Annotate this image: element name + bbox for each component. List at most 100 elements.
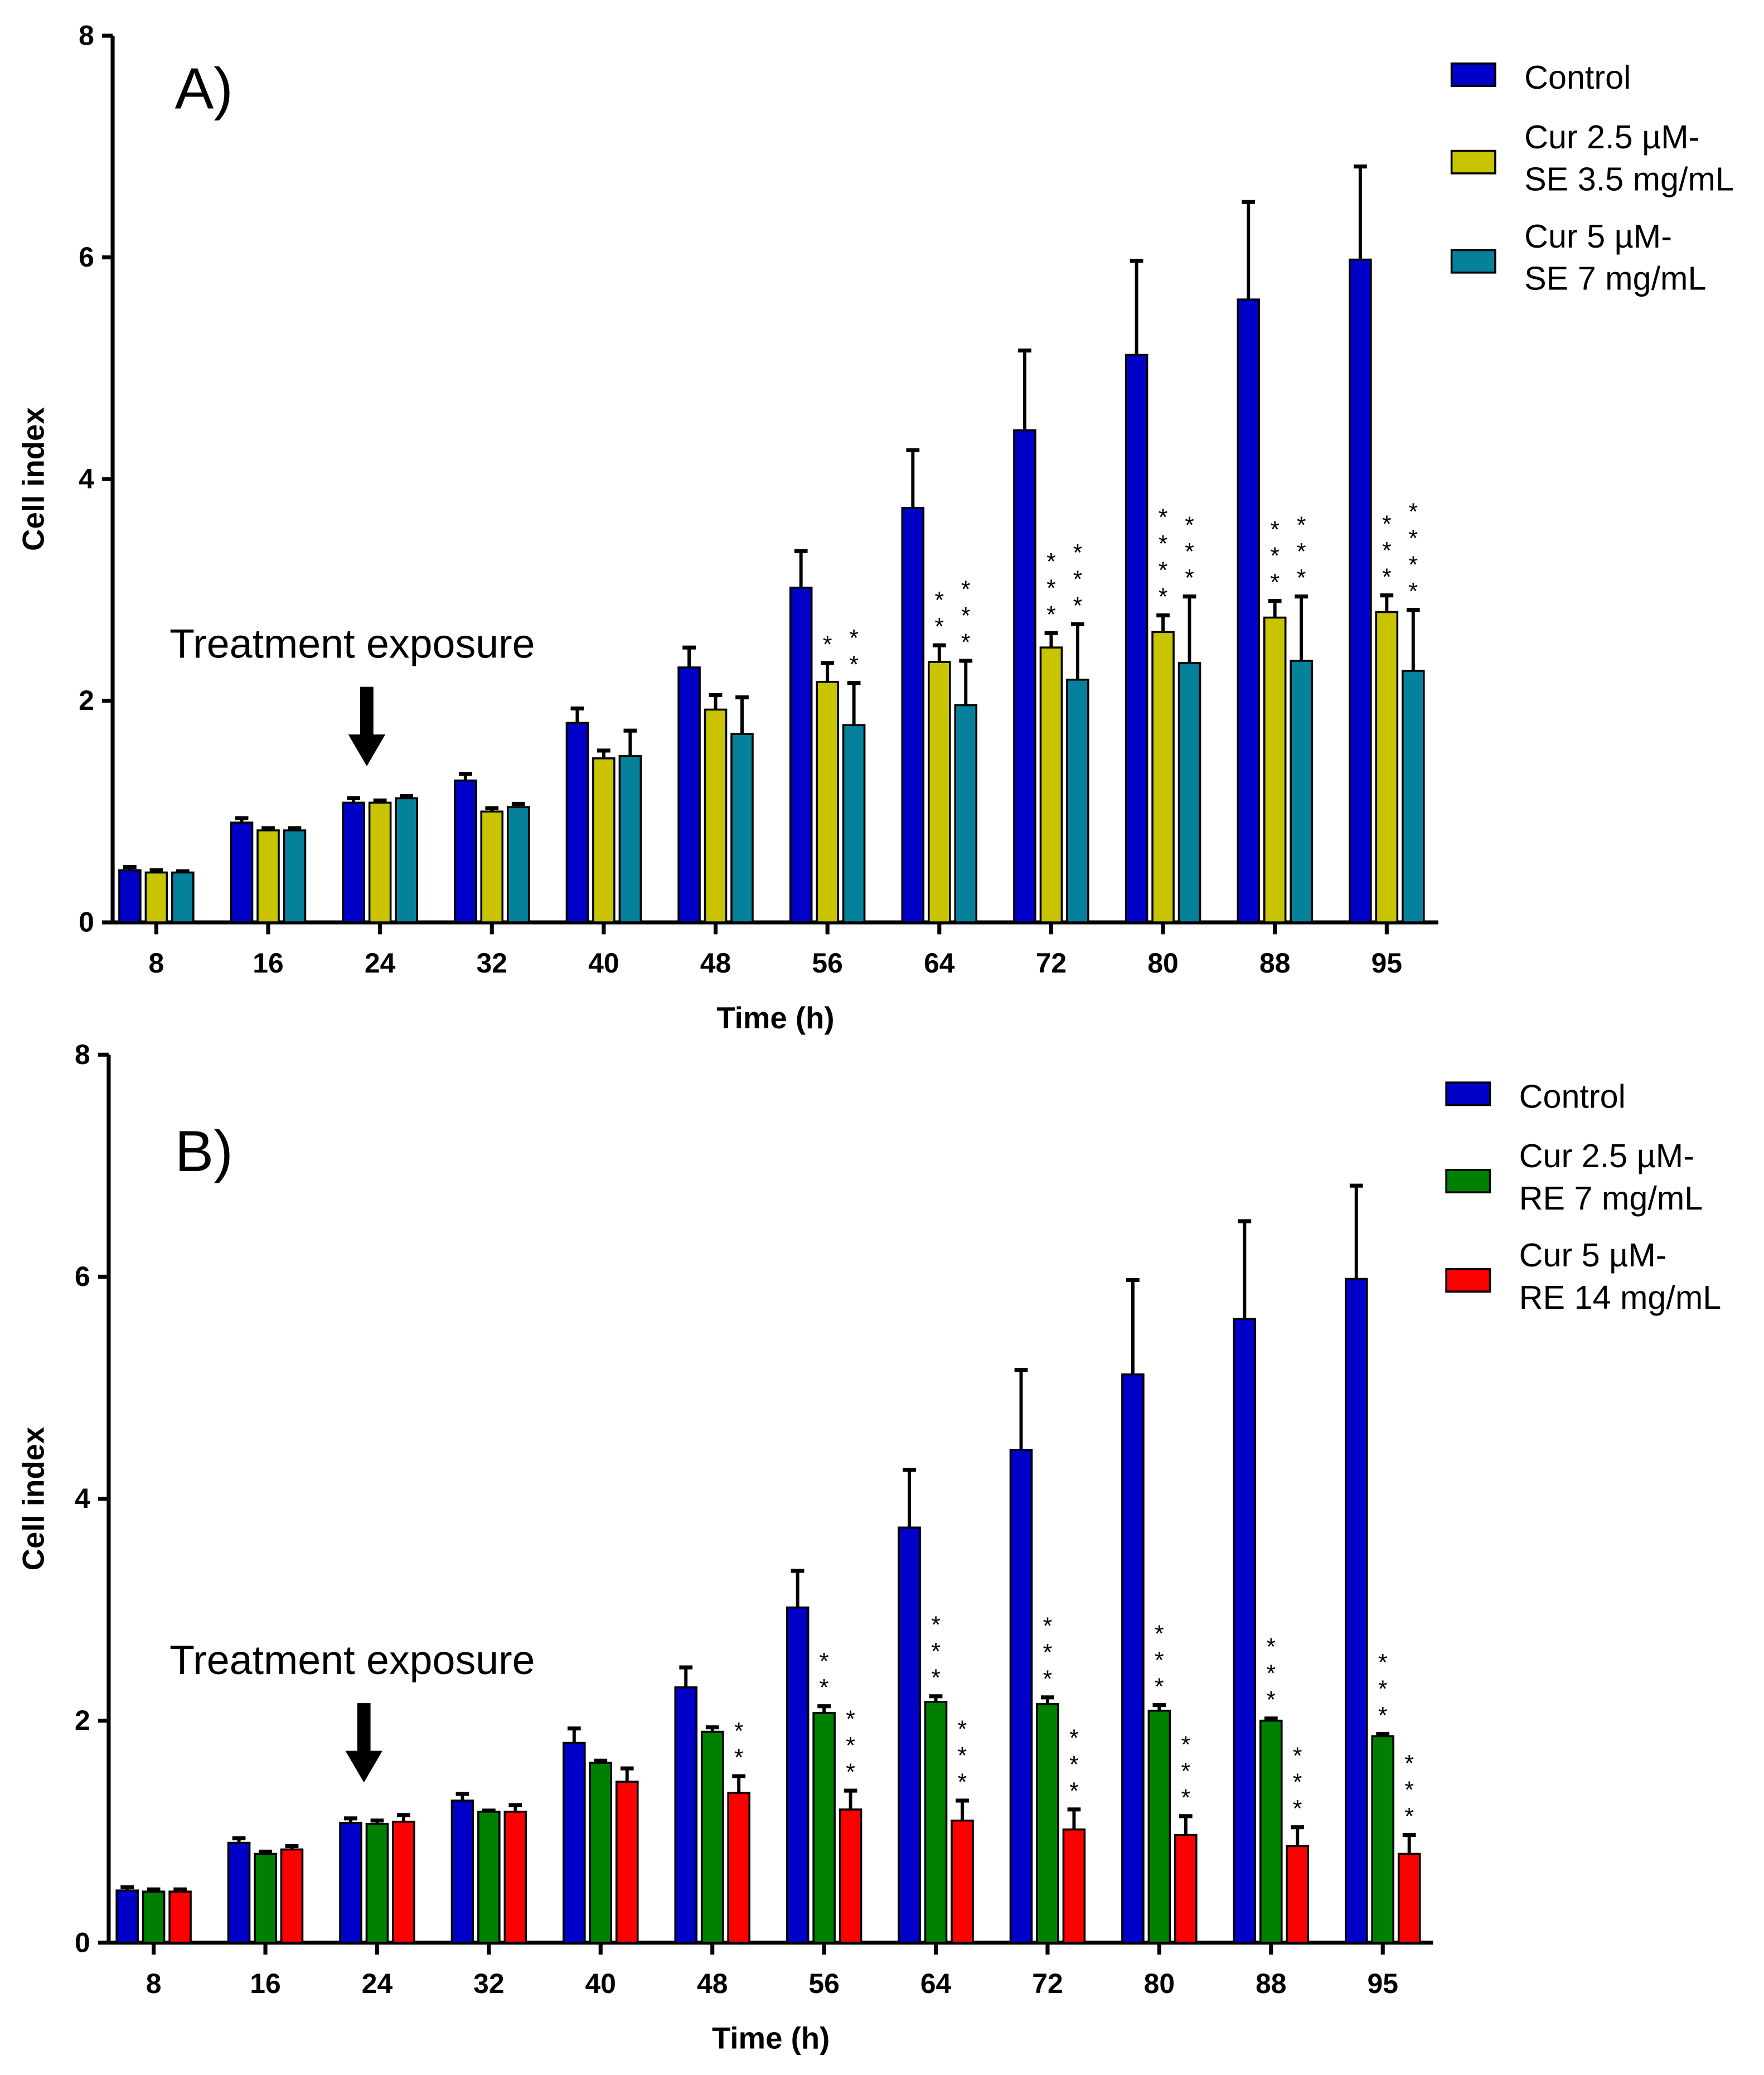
bar: [1151, 631, 1175, 923]
significance-star: *: [1404, 1750, 1414, 1777]
x-axis-title: Time (h): [716, 1001, 834, 1035]
significance-star: *: [1043, 1666, 1053, 1692]
x-tick-label: 80: [1147, 947, 1178, 979]
bar: [615, 1781, 639, 1944]
bar: [842, 724, 866, 923]
x-tick-label: 32: [473, 1968, 504, 1999]
bar: [1174, 1834, 1198, 1944]
x-tick-label: 32: [477, 947, 507, 979]
significance-star: *: [1155, 1647, 1164, 1673]
significance-star: *: [1293, 1796, 1302, 1822]
bar: [565, 722, 589, 923]
significance-star: *: [1185, 565, 1194, 592]
bar: [168, 1890, 192, 1944]
x-axis-title: Time (h): [712, 2021, 830, 2055]
bar: [283, 829, 307, 923]
y-tick-label: 2: [75, 1705, 90, 1736]
x-tick-label: 8: [146, 1968, 162, 1999]
x-tick-label: 95: [1372, 947, 1402, 979]
legend-label: Cur 5 µM-: [1524, 217, 1672, 255]
bar: [1371, 1735, 1394, 1944]
significance-star: *: [849, 651, 859, 678]
legend-swatch: [1445, 1081, 1491, 1106]
significance-star: *: [1069, 1751, 1079, 1778]
significance-star: *: [958, 1716, 967, 1743]
bar: [1286, 1845, 1310, 1944]
significance-star: *: [961, 576, 971, 603]
significance-star: *: [1297, 565, 1306, 592]
significance-star: *: [1270, 543, 1280, 569]
bar: [368, 801, 392, 923]
significance-star: *: [1069, 1778, 1079, 1805]
significance-star: *: [1159, 557, 1168, 584]
legend-label: RE 14 mg/mL: [1519, 1279, 1722, 1316]
bar: [1036, 1702, 1059, 1944]
bar: [480, 810, 504, 923]
bar: [115, 1889, 139, 1944]
legend-label: Cur 2.5 µM-: [1519, 1137, 1694, 1174]
legend-label: RE 7 mg/mL: [1519, 1179, 1703, 1217]
bar: [256, 829, 280, 923]
x-tick-label: 56: [808, 1968, 839, 1999]
significance-star: *: [1181, 1784, 1191, 1811]
significance-star: *: [1046, 548, 1056, 575]
x-tick-label: 72: [1032, 1968, 1063, 1999]
significance-star: *: [961, 603, 971, 630]
y-tick-label: 0: [79, 907, 94, 938]
bar: [789, 587, 813, 923]
bar: [1375, 611, 1399, 923]
significance-star: *: [1408, 552, 1418, 578]
x-tick-label: 56: [812, 947, 842, 979]
bar: [1259, 1719, 1283, 1944]
bar: [1013, 429, 1036, 923]
significance-star: *: [1181, 1758, 1191, 1784]
panel-label: B): [175, 1119, 233, 1184]
significance-star: *: [1266, 1634, 1276, 1661]
significance-star: *: [1159, 531, 1168, 558]
bar: [1121, 1373, 1145, 1944]
legend-label: SE 7 mg/mL: [1524, 260, 1706, 297]
significance-star: *: [1378, 1702, 1388, 1729]
bar: [1349, 258, 1372, 923]
significance-star: *: [931, 1665, 941, 1691]
x-tick-label: 95: [1367, 1968, 1398, 1999]
bar: [727, 1792, 750, 1944]
significance-star: *: [1404, 1777, 1414, 1803]
significance-star: *: [1043, 1639, 1053, 1666]
x-tick-label: 88: [1256, 1968, 1286, 1999]
legend-swatch: [1445, 1268, 1491, 1293]
x-tick-label: 24: [365, 947, 396, 979]
bar: [280, 1848, 304, 1944]
significance-star: *: [734, 1744, 744, 1771]
bar: [142, 1890, 166, 1944]
significance-star: *: [1382, 537, 1392, 564]
bar: [1039, 646, 1063, 923]
significance-star: *: [1297, 538, 1306, 565]
bar: [1290, 660, 1313, 923]
significance-star: *: [1270, 516, 1280, 543]
significance-star: *: [1185, 512, 1194, 539]
bar: [951, 1819, 974, 1944]
bar: [454, 779, 477, 923]
bar: [589, 1762, 613, 1944]
x-tick-label: 80: [1144, 1968, 1175, 1999]
significance-star: *: [1155, 1621, 1164, 1647]
bar: [812, 1711, 836, 1944]
bar: [1009, 1449, 1033, 1944]
y-tick-label: 4: [75, 1483, 90, 1514]
y-tick-label: 8: [75, 1039, 90, 1070]
significance-star: *: [820, 1675, 829, 1701]
y-tick-label: 6: [75, 1261, 90, 1292]
significance-star: *: [1382, 564, 1392, 591]
x-tick-label: 64: [920, 1968, 952, 1999]
bar: [144, 871, 168, 923]
y-tick-label: 2: [79, 685, 94, 716]
bar: [674, 1686, 698, 1944]
legend-swatch: [1450, 149, 1496, 175]
bar: [1062, 1828, 1086, 1944]
y-tick-label: 8: [79, 20, 94, 51]
y-axis-title: Cell index: [17, 407, 51, 551]
significance-star: *: [1069, 1725, 1079, 1752]
legend-label: Control: [1524, 59, 1631, 96]
